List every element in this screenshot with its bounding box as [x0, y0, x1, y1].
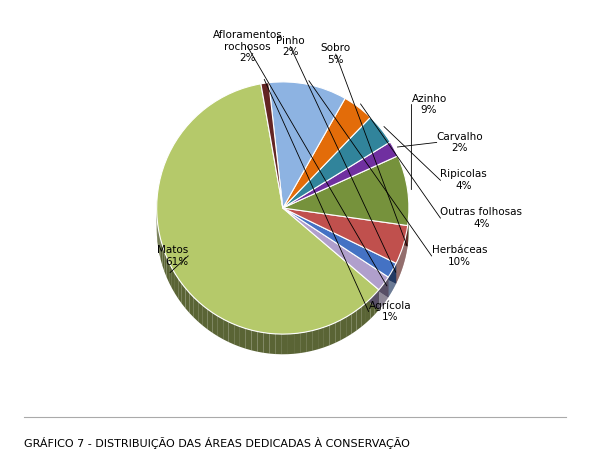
Text: Matos
61%: Matos 61% [157, 245, 188, 267]
Polygon shape [189, 293, 194, 317]
Polygon shape [182, 284, 185, 309]
Polygon shape [300, 332, 306, 353]
Polygon shape [283, 208, 388, 297]
Text: Afloramentos
rochosos
2%: Afloramentos rochosos 2% [212, 30, 283, 63]
Polygon shape [223, 319, 228, 342]
Polygon shape [240, 326, 245, 349]
Polygon shape [294, 333, 300, 354]
Text: Sobro
5%: Sobro 5% [321, 43, 351, 65]
Polygon shape [356, 307, 361, 331]
Polygon shape [371, 294, 375, 319]
Polygon shape [375, 290, 379, 315]
Polygon shape [175, 273, 178, 299]
Wedge shape [283, 208, 408, 263]
Polygon shape [185, 288, 189, 313]
Polygon shape [264, 333, 270, 354]
Polygon shape [282, 334, 288, 354]
Polygon shape [203, 306, 208, 329]
Wedge shape [283, 208, 396, 277]
Wedge shape [157, 84, 379, 334]
Polygon shape [228, 322, 234, 345]
Polygon shape [169, 262, 172, 288]
Polygon shape [162, 245, 165, 271]
Polygon shape [312, 329, 318, 351]
Text: GRÁFICO 7 - DISTRIBUIÇÃO DAS ÁREAS DEDICADAS À CONSERVAÇÃO: GRÁFICO 7 - DISTRIBUIÇÃO DAS ÁREAS DEDIC… [24, 438, 409, 449]
Wedge shape [283, 142, 398, 208]
Polygon shape [351, 310, 356, 334]
Polygon shape [212, 313, 218, 336]
Polygon shape [335, 320, 341, 343]
Polygon shape [288, 333, 294, 354]
Text: Carvalho
2%: Carvalho 2% [437, 131, 483, 153]
Polygon shape [270, 333, 276, 354]
Polygon shape [160, 240, 162, 266]
Polygon shape [283, 208, 388, 297]
Polygon shape [283, 208, 396, 284]
Wedge shape [268, 82, 345, 208]
Polygon shape [172, 268, 175, 293]
Wedge shape [283, 117, 390, 208]
Polygon shape [361, 303, 366, 327]
Polygon shape [198, 301, 203, 325]
Wedge shape [283, 156, 409, 226]
Polygon shape [159, 234, 160, 260]
Polygon shape [283, 208, 408, 246]
Polygon shape [346, 314, 351, 337]
Text: Pinho
2%: Pinho 2% [276, 36, 304, 57]
Text: Azinho
9%: Azinho 9% [411, 94, 447, 115]
Polygon shape [324, 325, 330, 348]
Polygon shape [366, 299, 371, 323]
Text: Agrícola
1%: Agrícola 1% [369, 300, 411, 323]
Polygon shape [251, 330, 258, 352]
Polygon shape [158, 227, 159, 254]
Polygon shape [283, 208, 408, 246]
Polygon shape [245, 328, 251, 350]
Polygon shape [208, 309, 212, 333]
Polygon shape [283, 208, 396, 284]
Polygon shape [341, 317, 346, 340]
Polygon shape [234, 325, 240, 347]
Text: Outras folhosas
4%: Outras folhosas 4% [440, 207, 522, 229]
Polygon shape [194, 297, 198, 322]
Polygon shape [166, 257, 169, 283]
Polygon shape [283, 208, 379, 310]
Polygon shape [318, 327, 324, 349]
Polygon shape [178, 278, 182, 304]
Polygon shape [276, 334, 282, 354]
Polygon shape [218, 316, 223, 339]
Wedge shape [283, 208, 388, 290]
Text: Ripicolas
4%: Ripicolas 4% [440, 170, 487, 191]
Polygon shape [283, 208, 379, 310]
Polygon shape [165, 251, 166, 277]
Wedge shape [261, 83, 283, 208]
Text: Herbáceas
10%: Herbáceas 10% [432, 245, 487, 267]
Polygon shape [306, 331, 312, 352]
Wedge shape [283, 98, 371, 208]
Polygon shape [258, 332, 264, 353]
Polygon shape [330, 323, 335, 345]
